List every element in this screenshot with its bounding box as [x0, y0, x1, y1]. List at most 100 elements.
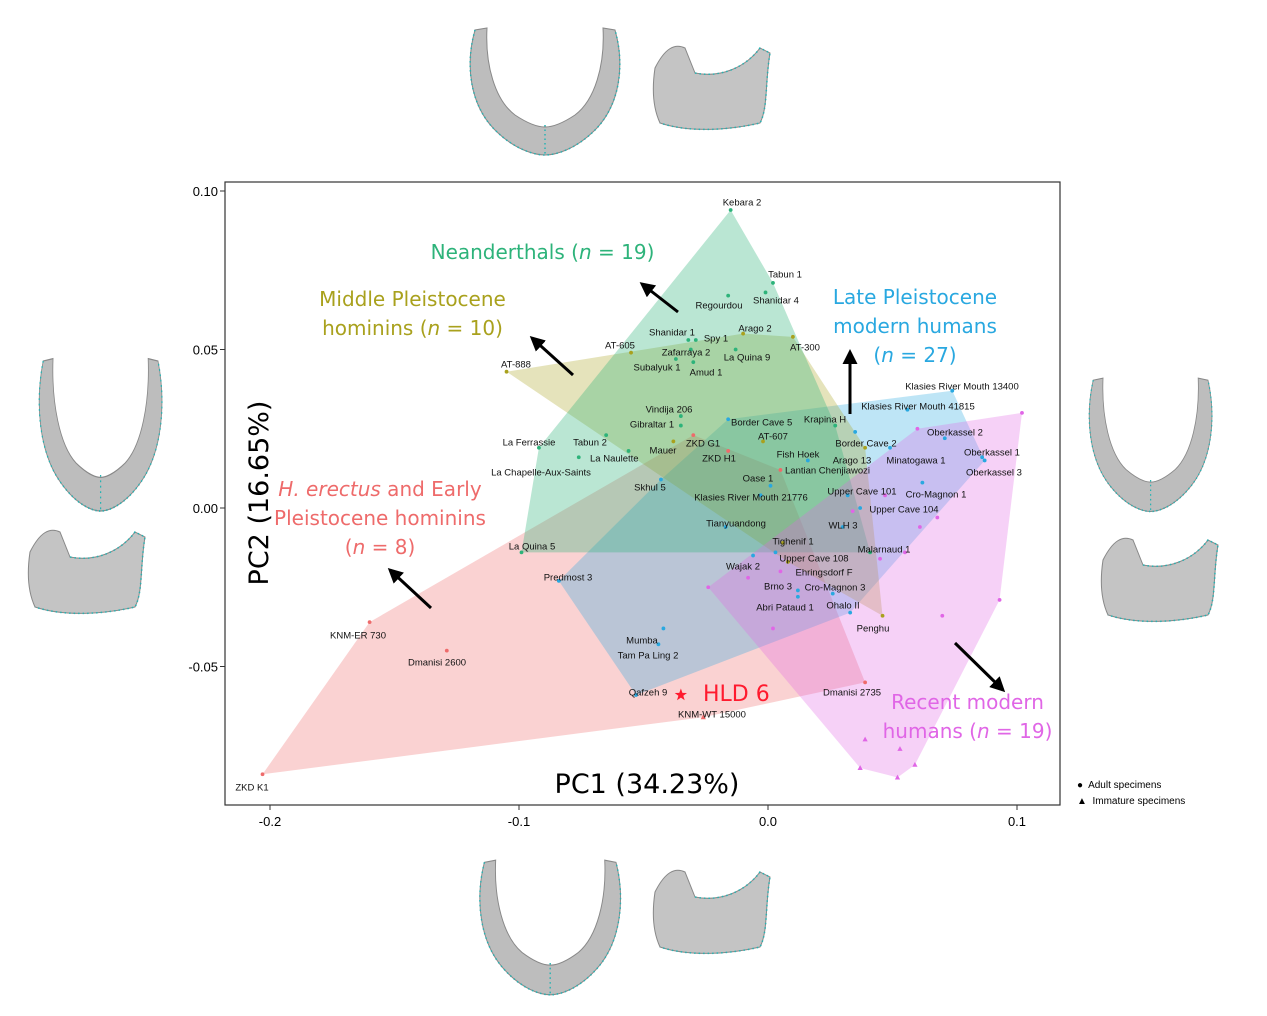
legend-immature: ▲ Immature specimens [1077, 796, 1186, 807]
mandible-superior-view-left [38, 357, 163, 512]
point-label: Upper Cave 104 [869, 504, 938, 515]
point-label: Minatogawa 1 [886, 455, 945, 466]
point-recent_modern [917, 525, 922, 529]
point-late_pleistocene_modern [950, 388, 955, 393]
point-label: Fish Hoek [777, 449, 820, 460]
point-late_pleistocene_modern [773, 550, 778, 555]
point-label: Klasies River Mouth 21776 [694, 492, 808, 503]
point-label: Dmanisi 2735 [823, 687, 881, 698]
point-label: Arago 2 [738, 323, 771, 334]
point-label: Mumba [626, 635, 658, 646]
point-label: Tabun 2 [573, 437, 607, 448]
arrow-erectus [387, 567, 433, 610]
point-erectus [726, 449, 731, 453]
point-late_pleistocene_modern [905, 407, 910, 412]
point-label: La Naulette [590, 453, 639, 464]
mandible-superior-view-bottom [479, 859, 622, 996]
point-label: Krapina H [804, 414, 846, 425]
point-middle_pleistocene [741, 331, 745, 336]
point-middle_pleistocene [761, 439, 765, 444]
mandible-lateral-view-bottom [652, 869, 771, 955]
point-immature-erectus [700, 714, 706, 720]
point-erectus [778, 468, 783, 472]
hull-neanderthals [521, 210, 871, 553]
point-label: Arago 13 [833, 455, 872, 466]
point-middle_pleistocene [786, 559, 790, 564]
circle-marker-icon: ● [1077, 780, 1084, 791]
point-late_pleistocene_modern [980, 455, 985, 460]
point-label: Malarnaud 1 [858, 544, 911, 555]
group-label-late-pleistocene: Late Pleistocene modern humans (n = 27) [810, 283, 1020, 370]
point-label: Oberkassel 3 [966, 467, 1022, 478]
point-late_pleistocene_modern [795, 594, 800, 599]
point-neanderthals [673, 357, 678, 361]
y-tick-label: 0.00 [193, 501, 218, 516]
point-label: Ehringsdorf F [795, 567, 852, 578]
point-neanderthals [678, 414, 683, 418]
arrow-recent-modern [953, 641, 1006, 693]
mandible-superior-view-top [469, 27, 621, 156]
point-label: ZKD G1 [686, 438, 720, 449]
arrow-middle-pleistocene [529, 335, 575, 377]
x-tick-label: -0.2 [259, 814, 281, 829]
late-count: (n = 27) [873, 343, 957, 367]
point-label: Predmost 3 [544, 572, 593, 583]
point-erectus [260, 772, 265, 777]
point-late_pleistocene_modern [840, 525, 845, 529]
triangle-marker-icon: ▲ [1077, 796, 1087, 807]
y-axis-title: PC2 (16.65%) [244, 401, 275, 586]
point-neanderthals [726, 293, 731, 298]
point-late_pleistocene_modern [661, 626, 666, 631]
point-label: WLH 3 [828, 520, 857, 531]
point-label: AT-607 [758, 431, 788, 442]
point-neanderthals [686, 338, 691, 342]
point-label: Oberkassel 2 [927, 427, 983, 438]
point-label: Klasies River Mouth 13400 [905, 381, 1019, 392]
point-late_pleistocene_modern [848, 610, 853, 615]
point-late_pleistocene_modern [853, 430, 858, 434]
point-erectus [863, 680, 868, 685]
point-label: Vindija 206 [646, 404, 693, 415]
point-immature-recent_modern [857, 765, 863, 770]
point-late_pleistocene_modern [768, 483, 773, 488]
point-neanderthals [733, 347, 738, 352]
group-label-neanderthals: Neanderthals (n = 19) [430, 240, 655, 264]
y-tick-label: 0.10 [193, 184, 218, 199]
point-middle_pleistocene [791, 334, 795, 339]
point-neanderthals [604, 433, 609, 437]
y-tick-label: -0.05 [188, 660, 218, 675]
point-label: Tam Pa Ling 2 [618, 650, 679, 661]
hull-middle_pleistocene [506, 333, 883, 616]
point-label: Lantian Chenjiawozi [785, 465, 870, 476]
point-late_pleistocene_modern [634, 693, 638, 697]
hld6-star-marker [674, 688, 687, 701]
x-axis-title: PC1 (34.23%) [555, 769, 740, 800]
point-label: Gibraltar 1 [630, 419, 674, 430]
point-late_pleistocene_modern [659, 477, 663, 482]
point-late_pleistocene_modern [795, 588, 800, 593]
point-neanderthals [868, 550, 872, 555]
arrow-neanderthals [639, 282, 679, 314]
point-label: Abri Pataud 1 [756, 602, 814, 613]
point-middle_pleistocene [880, 613, 885, 618]
point-label: Regourdou [695, 300, 742, 311]
point-label: KNM-WT 15000 [678, 709, 746, 720]
mandible-lateral-view-left [27, 529, 146, 615]
erectus-count: (n = 8) [344, 535, 416, 559]
point-neanderthals [691, 360, 696, 365]
point-label: Oberkassel 1 [964, 447, 1020, 458]
point-label: La Ferrassie [503, 437, 556, 448]
point-label: Oase 1 [743, 473, 774, 484]
point-label: Cro-Magnon 3 [805, 582, 866, 593]
axis-ticks: -0.2 -0.1 0.0 0.1 -0.05 0.00 0.05 0.10 [188, 184, 1026, 829]
point-recent_modern [771, 626, 775, 631]
point-recent_modern [878, 556, 882, 561]
point-late_pleistocene_modern [758, 493, 763, 498]
point-neanderthals [688, 347, 693, 352]
point-label: Shanidar 4 [753, 295, 799, 306]
point-recent_modern [746, 575, 750, 580]
y-tick-label: 0.05 [193, 343, 218, 358]
point-recent_modern [850, 509, 855, 514]
point-label: Klasies River Mouth 41815 [861, 401, 975, 412]
